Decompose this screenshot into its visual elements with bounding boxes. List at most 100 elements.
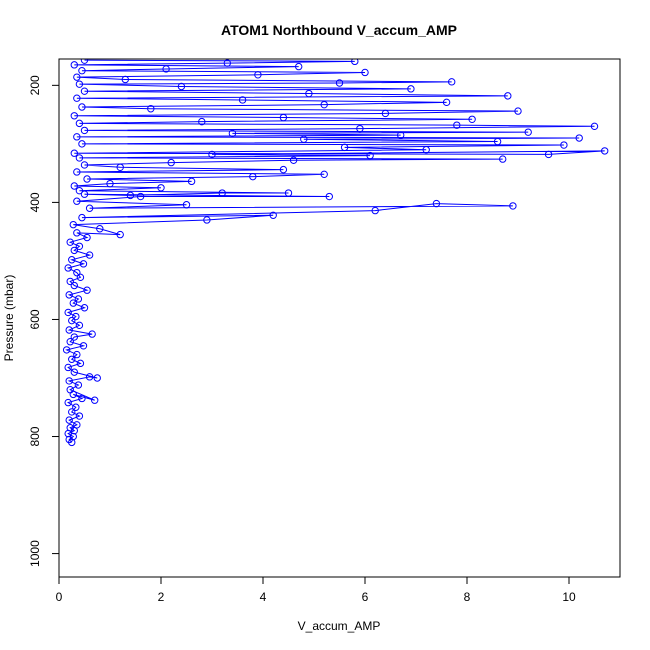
data-point <box>85 204 94 212</box>
data-point <box>70 61 79 69</box>
data-point <box>499 155 507 163</box>
data-point <box>590 122 599 131</box>
data-point <box>66 277 74 286</box>
data-point <box>279 113 288 122</box>
data-point <box>68 256 76 264</box>
data-point <box>249 172 257 181</box>
data-point <box>167 158 175 167</box>
data-point <box>432 199 441 208</box>
data-point <box>73 168 81 176</box>
y-tick-label: 600 <box>28 309 42 329</box>
data-point <box>70 333 79 341</box>
data-point <box>73 197 81 205</box>
data-point <box>80 190 89 198</box>
data-point <box>136 192 145 201</box>
data-point <box>66 238 74 246</box>
data-point <box>85 251 94 259</box>
data-point <box>397 131 405 139</box>
data-point <box>320 100 328 109</box>
y-axis-ticks: 200 400 600 800 1000 <box>28 75 60 567</box>
data-point <box>407 85 415 93</box>
data-point <box>70 182 79 190</box>
data-point <box>64 398 72 407</box>
data-point <box>208 150 216 159</box>
data-point <box>73 133 81 141</box>
data-point <box>78 103 86 111</box>
data-point <box>64 363 72 372</box>
data-point <box>560 141 568 149</box>
data-point <box>69 299 77 307</box>
data-point <box>238 96 247 104</box>
x-tick-label: 4 <box>260 590 267 604</box>
data-point <box>69 220 77 229</box>
data-point <box>64 308 72 317</box>
data-point <box>340 143 349 152</box>
data-point <box>80 304 89 312</box>
data-point <box>320 170 328 179</box>
data-point <box>80 161 89 169</box>
data-point <box>83 286 91 294</box>
y-tick-label: 1000 <box>28 540 42 567</box>
data-point <box>66 424 74 432</box>
data-point <box>79 342 88 350</box>
plot-frame <box>58 58 621 578</box>
x-axis-ticks: 0 2 4 6 8 10 <box>56 576 576 604</box>
data-point <box>198 117 206 126</box>
data-point <box>203 216 211 224</box>
data-point <box>300 135 308 143</box>
data-point <box>284 189 293 197</box>
data-point <box>66 386 74 394</box>
data-point <box>75 321 84 330</box>
data-point <box>448 78 456 86</box>
data-point <box>65 377 73 385</box>
data-point <box>75 412 84 420</box>
data-point <box>75 119 84 128</box>
data-point <box>575 134 583 142</box>
data-point <box>72 312 80 321</box>
data-point <box>80 87 89 95</box>
data-point <box>381 109 390 118</box>
data-point <box>182 201 191 209</box>
data-point <box>162 65 170 73</box>
data-point <box>85 373 94 381</box>
series-line <box>65 59 605 443</box>
data-point <box>116 230 124 239</box>
data-point <box>254 71 262 79</box>
data-point <box>361 68 369 77</box>
data-point <box>80 59 89 64</box>
data-point <box>74 295 83 303</box>
x-tick-label: 2 <box>158 590 165 604</box>
data-point <box>78 394 86 403</box>
data-point <box>453 121 461 129</box>
data-point <box>79 260 88 268</box>
data-point <box>73 73 81 81</box>
x-axis-label: V_accum_AMP <box>298 619 381 633</box>
data-point <box>73 94 81 102</box>
data-point <box>524 128 532 136</box>
data-point <box>91 396 99 404</box>
data-point <box>544 150 553 159</box>
data-point <box>70 246 79 255</box>
data-point <box>509 202 517 210</box>
data-point <box>70 368 79 376</box>
data-point <box>442 98 451 107</box>
data-point <box>601 147 609 155</box>
data-point <box>279 165 288 174</box>
data-point <box>157 184 165 192</box>
data-point <box>121 75 130 84</box>
data-point <box>228 129 237 138</box>
data-point <box>126 191 135 200</box>
data-point <box>356 124 364 133</box>
chart-title: ATOM1 Northbound V_accum_AMP <box>221 22 457 38</box>
series-layer <box>62 59 609 447</box>
data-point <box>325 192 333 201</box>
data-point <box>80 126 89 135</box>
data-point <box>73 268 81 277</box>
y-tick-label: 200 <box>28 75 42 95</box>
data-point <box>93 374 101 382</box>
data-point <box>74 381 83 389</box>
data-point <box>76 359 85 368</box>
data-point <box>75 80 84 88</box>
